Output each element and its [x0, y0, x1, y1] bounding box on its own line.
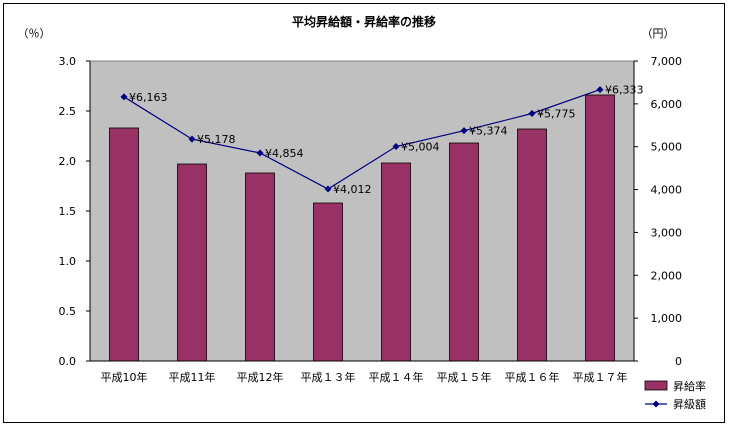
data-label-2: ¥5,178 [197, 133, 236, 146]
x-tick-label: 平成１４年 [369, 370, 424, 384]
data-label-1: ¥6,163 [129, 91, 168, 104]
chart-frame: 平均昇給額・昇給率の推移 （％） （円） 0.0 0.5 1.0 1.5 2.0 2.5 3… [3, 3, 725, 423]
data-label-5: ¥5,004 [401, 141, 440, 154]
legend-label-bar: 昇給率 [673, 379, 706, 393]
right-axis-unit: （円） [642, 27, 675, 40]
x-tick-label: 平成１５年 [437, 370, 492, 384]
bar-3 [245, 172, 275, 362]
line-point-1 [120, 93, 128, 101]
data-label-6: ¥5,374 [469, 125, 508, 138]
x-axis: 平成10年 平成11年 平成12年 平成１３年 平成１４年 平成１５年 平成１６年 平成１７年 [90, 360, 634, 384]
right-axis-tick-label: 1,000 [651, 312, 683, 325]
x-tick-label: 平成12年 [237, 370, 284, 384]
left-axis-tick-label: 1.0 [59, 255, 77, 268]
left-axis-unit: （％） [18, 27, 51, 40]
data-label-4: ¥4,012 [333, 183, 372, 196]
bar-6 [449, 142, 479, 362]
line-point-7 [528, 110, 536, 117]
line-point-8 [596, 86, 604, 94]
x-tick-label: 平成１７年 [573, 370, 628, 384]
line-point-3 [256, 149, 264, 157]
right-axis-tick-label: 2,000 [651, 269, 683, 282]
bar-8 [585, 94, 615, 362]
bar-2 [177, 163, 207, 362]
line-point-2 [188, 135, 196, 143]
combo-chart: 平均昇給額・昇給率の推移 （％） （円） 0.0 0.5 1.0 1.5 2.0 2.5 3… [18, 14, 707, 411]
chart-title: 平均昇給額・昇給率の推移 [292, 14, 436, 29]
left-axis: 0.0 0.5 1.0 1.5 2.0 2.5 3.0 [59, 55, 91, 368]
left-axis-tick-label: 0.5 [59, 305, 77, 318]
x-tick-label: 平成11年 [169, 370, 216, 384]
right-axis-tick-label: 0 [675, 355, 682, 368]
right-axis-tick-label: 3,000 [651, 226, 683, 239]
line-series: ¥6,163 ¥5,178 ¥4,854 ¥4,012 ¥5,004 ¥5,374 ¥5,7… [120, 84, 644, 196]
x-tick-label: 平成１６年 [505, 370, 560, 384]
line-point-6 [460, 127, 468, 135]
x-tick-label: 平成10年 [101, 370, 148, 384]
data-label-7: ¥5,775 [537, 108, 576, 121]
legend-label-line: 昇級額 [673, 398, 706, 411]
left-axis-tick-label: 0.0 [59, 355, 77, 368]
line-point-4 [324, 185, 332, 193]
left-axis-tick-label: 1.5 [59, 205, 77, 218]
right-axis-tick-label: 6,000 [651, 98, 683, 111]
bar-5 [381, 162, 411, 362]
line-point-5 [392, 143, 400, 151]
right-axis-tick-label: 5,000 [651, 141, 683, 154]
right-axis-tick-label: 4,000 [651, 184, 683, 197]
bar-7 [517, 128, 547, 362]
left-axis-tick-label: 2.5 [59, 105, 77, 118]
x-tick-label: 平成１３年 [301, 370, 356, 384]
bar-1 [109, 127, 139, 362]
left-axis-tick-label: 3.0 [59, 55, 77, 68]
bar-series [109, 94, 615, 362]
line-path [123, 89, 601, 190]
legend-marker-line [652, 400, 660, 408]
right-axis-tick-label: 7,000 [651, 55, 683, 68]
left-axis-tick-label: 2.0 [59, 155, 77, 168]
data-label-3: ¥4,854 [265, 147, 304, 160]
data-label-8: ¥6,333 [605, 84, 644, 97]
bar-4 [313, 202, 343, 362]
right-axis: 0 1,000 2,000 3,000 4,000 5,000 6,000 7,000 [633, 55, 683, 368]
legend-swatch-bar [644, 380, 668, 391]
